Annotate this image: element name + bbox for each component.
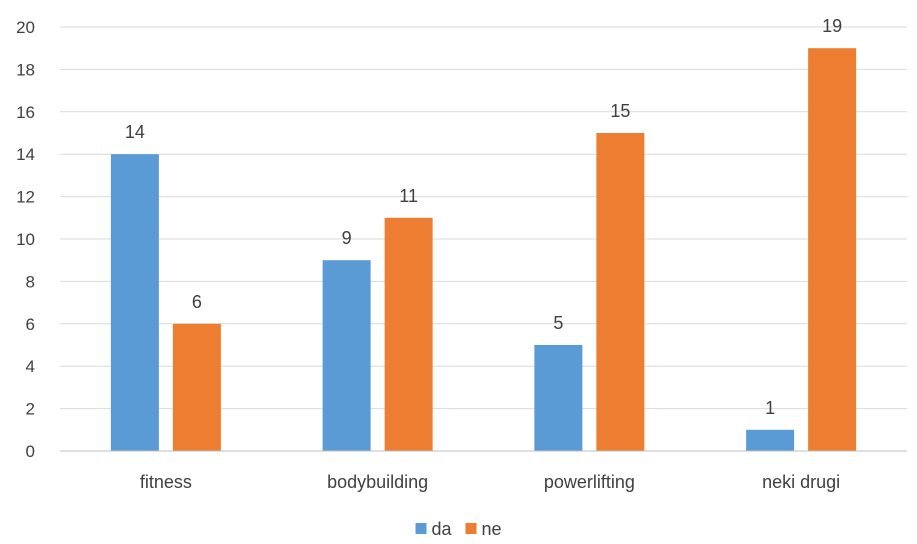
y-tick-label-18: 18: [16, 60, 35, 79]
data-label-ne-bodybuilding: 11: [399, 186, 418, 206]
y-tick-label-2: 2: [26, 400, 35, 419]
bar-da-powerlifting: [534, 345, 583, 451]
legend-label-da: da: [432, 519, 453, 539]
data-label-ne-fitness: 6: [192, 292, 202, 312]
y-tick-label-8: 8: [26, 272, 35, 291]
y-tick-label-14: 14: [16, 145, 35, 164]
category-label-neki-drugi: neki drugi: [762, 472, 840, 492]
legend-swatch-ne: [465, 523, 477, 534]
y-tick-label-6: 6: [26, 315, 35, 334]
data-label-da-bodybuilding: 9: [342, 228, 352, 248]
legend-label-ne: ne: [482, 519, 502, 539]
bar-ne-neki-drugi: [808, 48, 857, 451]
legend: da ne: [415, 519, 502, 539]
data-labels: 14 6 9 11 5 15 1 19: [125, 16, 842, 418]
bar-da-neki-drugi: [746, 429, 795, 451]
x-axis-category-labels: fitness bodybuilding powerlifting neki drug…: [140, 472, 840, 492]
legend-swatch-da: [415, 523, 427, 534]
bar-ne-fitness: [172, 323, 221, 451]
data-label-ne-powerlifting: 15: [610, 101, 630, 121]
y-tick-label-20: 20: [16, 18, 35, 37]
bar-da-bodybuilding: [322, 260, 371, 451]
y-tick-label-12: 12: [16, 188, 35, 207]
y-tick-label-4: 4: [26, 357, 35, 376]
category-label-powerlifting: powerlifting: [544, 472, 635, 492]
bar-da-fitness: [110, 154, 159, 451]
y-axis-tick-labels: 0 2 4 6 8 10 12 14 16 18 20: [16, 18, 35, 461]
y-tick-label-10: 10: [16, 230, 35, 249]
data-label-ne-neki-drugi: 19: [822, 16, 842, 36]
category-label-fitness: fitness: [140, 472, 192, 492]
y-tick-label-0: 0: [26, 442, 35, 461]
bar-ne-bodybuilding: [384, 217, 433, 451]
category-label-bodybuilding: bodybuilding: [327, 472, 428, 492]
data-label-da-fitness: 14: [125, 122, 145, 142]
y-tick-label-16: 16: [16, 103, 35, 122]
data-label-da-neki-drugi: 1: [765, 398, 775, 418]
bars: [110, 48, 857, 451]
data-label-da-powerlifting: 5: [553, 313, 563, 333]
bar-ne-powerlifting: [596, 133, 645, 451]
